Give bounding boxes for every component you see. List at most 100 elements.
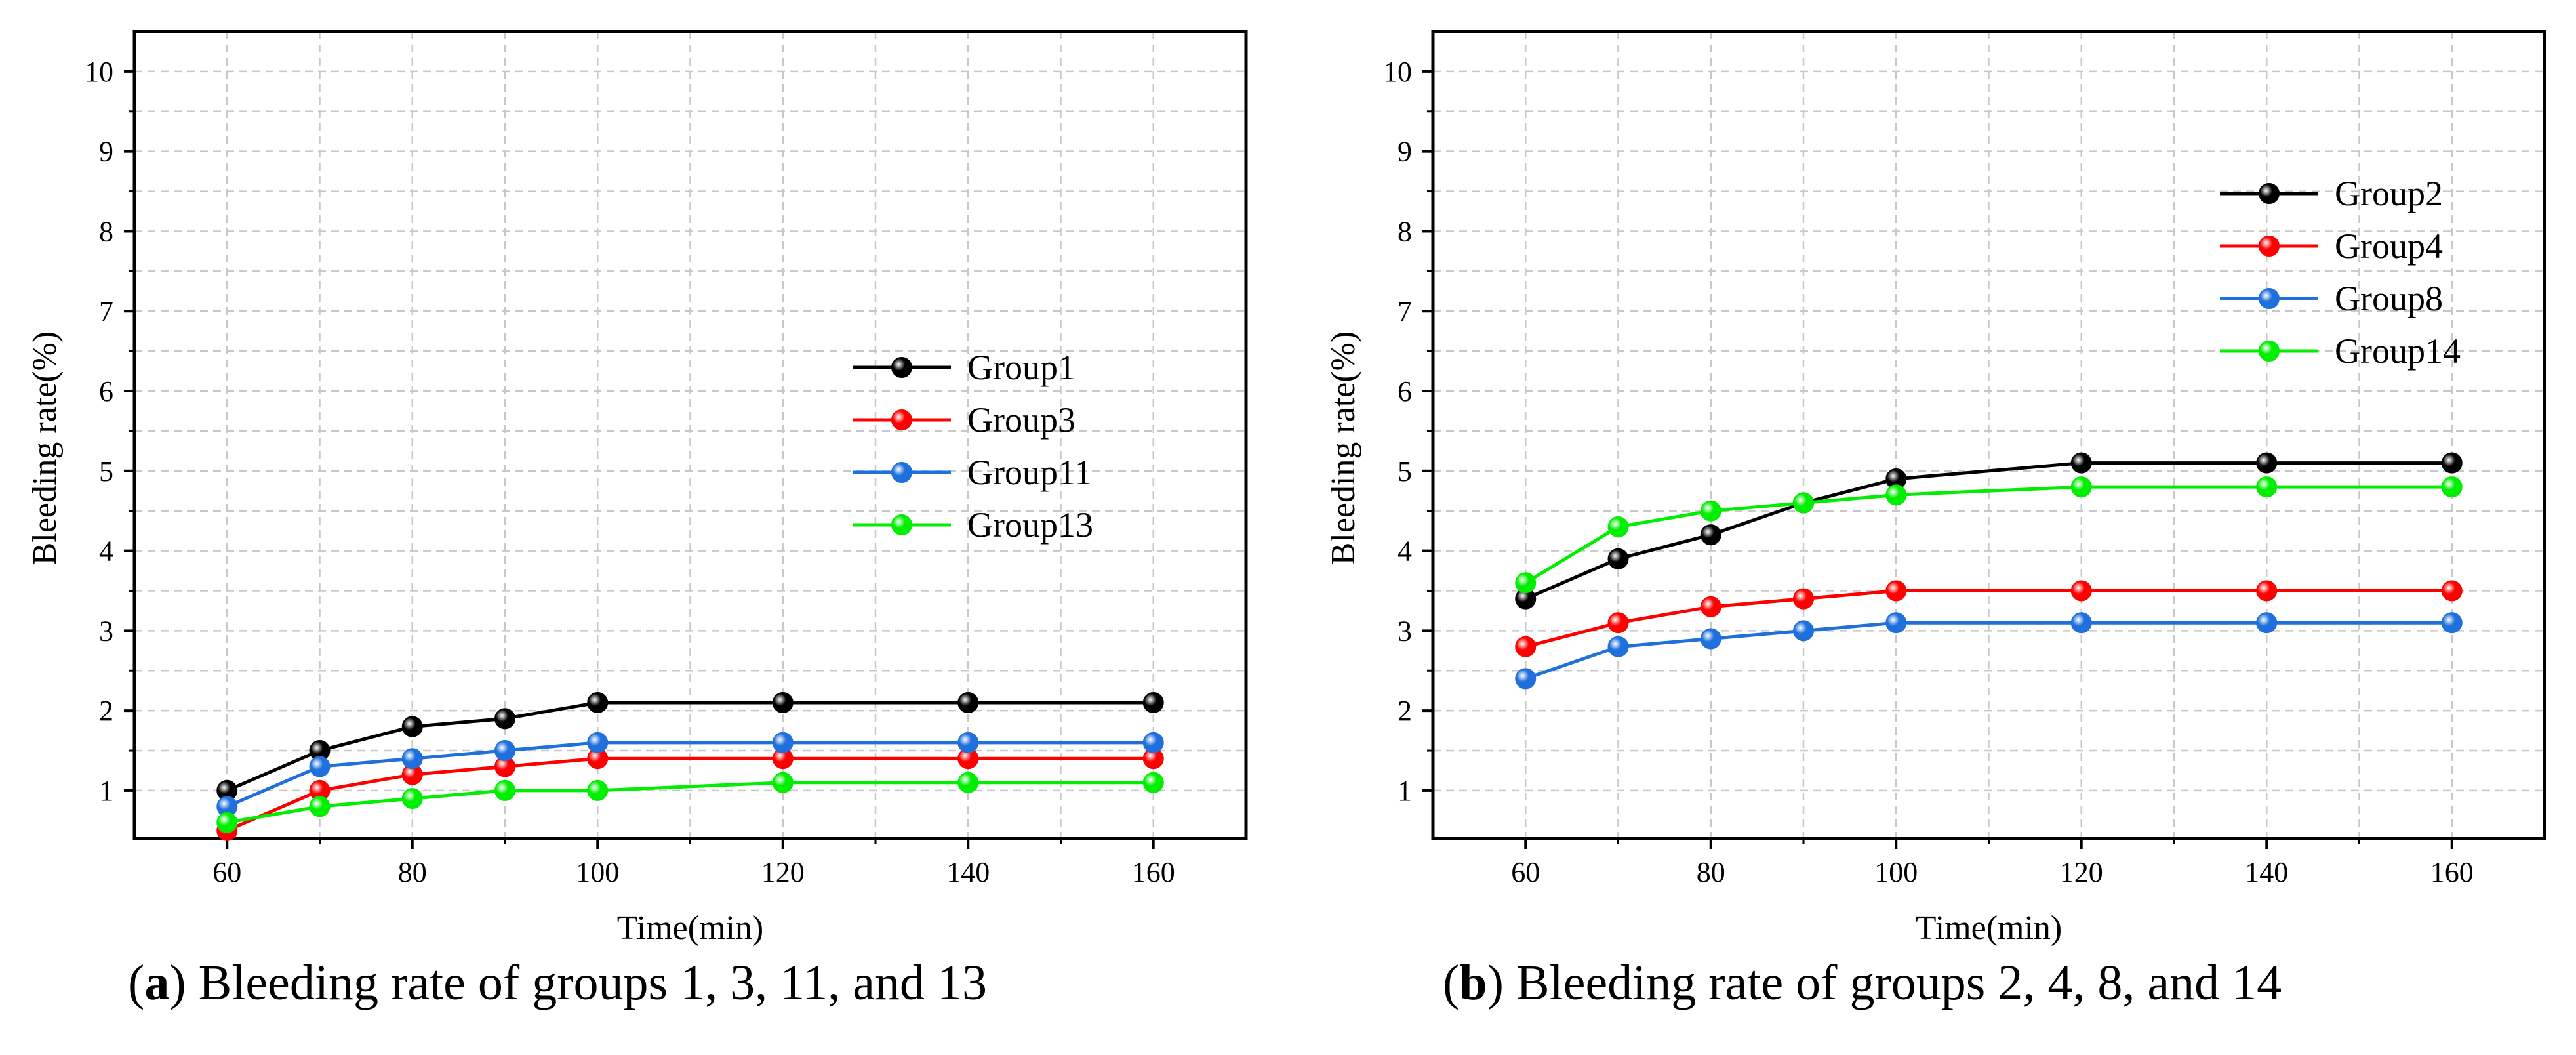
series-line-group1 [226, 701, 1154, 793]
y-tick-label-b: 10 [1383, 56, 1412, 88]
legend-label-group3: Group3 [967, 400, 1076, 440]
legend-marker-group11 [891, 462, 912, 483]
legend-marker-group3 [891, 409, 912, 430]
data-point-group14 [1885, 484, 1907, 506]
legend-label-group8: Group8 [2335, 279, 2443, 318]
x-tick-label-a: 80 [398, 856, 427, 888]
data-point-group14 [2441, 476, 2463, 498]
y-tick-label-a: 2 [99, 695, 113, 727]
series-line-group11 [226, 741, 1154, 808]
data-point-group1 [401, 716, 423, 737]
data-point-group11 [401, 748, 423, 770]
x-axis-label-b: Time(min) [1916, 909, 2062, 947]
x-tick-label-b: 60 [1511, 856, 1540, 888]
legend-marker-group13 [891, 514, 912, 535]
y-tick-label-a: 4 [99, 535, 113, 568]
x-tick-label-b: 80 [1697, 856, 1725, 888]
y-tick-label-b: 9 [1398, 136, 1412, 168]
caption-b-text: Bleeding rate of groups 2, 4, 8, and 14 [1503, 955, 2282, 1010]
legend-label-group14: Group14 [2335, 331, 2461, 371]
data-point-group2 [1607, 548, 1629, 569]
y-tick-label-b: 2 [1398, 695, 1412, 727]
data-point-group13 [216, 812, 238, 833]
legend-label-group2: Group2 [2335, 174, 2443, 213]
data-point-group13 [401, 788, 423, 810]
x-tick-label-a: 100 [576, 856, 619, 888]
y-tick-label-a: 3 [99, 615, 113, 647]
data-point-group13 [772, 772, 794, 793]
data-point-group14 [2070, 476, 2092, 498]
data-point-group14 [1607, 516, 1629, 538]
y-tick-label-a: 5 [99, 455, 113, 487]
data-point-group11 [587, 732, 609, 753]
series-line-group8 [1525, 621, 2452, 680]
legend-a: Group1 Group3 Group11 Group13 [853, 348, 1093, 545]
x-tick-label-a: 140 [946, 856, 990, 888]
data-point-group8 [1607, 636, 1629, 657]
data-point-group8 [2256, 612, 2278, 634]
data-point-group2 [1700, 524, 1721, 546]
data-point-group4 [2070, 580, 2092, 602]
series-line-group2 [1525, 461, 2452, 600]
series-group8 [1515, 612, 2463, 690]
y-tick-label-a: 9 [99, 136, 113, 168]
legend-label-group4: Group4 [2335, 226, 2443, 266]
x-tick-label-a: 160 [1132, 856, 1175, 888]
x-tick-label-b: 100 [1874, 856, 1918, 888]
data-point-group2 [2441, 452, 2463, 474]
legend-label-group11: Group11 [967, 453, 1092, 492]
series-group11 [216, 732, 1164, 817]
data-point-group11 [309, 756, 331, 777]
y-tick-label-b: 1 [1398, 775, 1412, 807]
data-point-group13 [494, 779, 515, 801]
legend-marker-group14 [2259, 341, 2280, 362]
data-point-group1 [772, 692, 794, 713]
data-point-group8 [1793, 620, 1814, 642]
data-point-group4 [1607, 612, 1629, 634]
y-tick-label-a: 6 [99, 375, 113, 407]
data-point-group8 [2441, 612, 2463, 634]
y-axis-label-a: Bleeding rate(%) [26, 331, 64, 566]
y-axis-label-b: Bleeding rate(%) [1325, 331, 1362, 566]
legend-marker-group4 [2259, 236, 2280, 257]
legend-marker-group8 [2259, 288, 2280, 309]
caption-b: (b) Bleeding rate of groups 2, 4, 8, and… [1443, 955, 2282, 1010]
x-tick-label-a: 60 [212, 856, 241, 888]
y-tick-label-b: 5 [1398, 455, 1412, 487]
data-point-group13 [1142, 772, 1164, 793]
y-tick-label-b: 7 [1398, 295, 1412, 327]
y-tick-label-b: 3 [1398, 615, 1412, 647]
x-tick-label-a: 120 [761, 856, 805, 888]
y-tick-label-b: 8 [1398, 215, 1412, 247]
data-point-group11 [957, 732, 979, 753]
data-point-group8 [1700, 628, 1721, 650]
y-tick-label-a: 1 [99, 775, 113, 807]
legend-label-group1: Group1 [967, 348, 1076, 387]
series-line-group13 [226, 781, 1154, 825]
data-point-group11 [772, 732, 794, 753]
legend-b: Group2 Group4 Group8 Group14 [2220, 174, 2461, 371]
x-tick-label-b: 120 [2060, 856, 2103, 888]
panel-b: 60 80 100 120 140 160 1 2 3 4 5 6 7 8 9 10 Time(min) Blee… [1325, 30, 2546, 947]
data-point-group11 [1142, 732, 1164, 753]
data-point-group4 [1515, 636, 1537, 657]
series-line-group4 [1525, 589, 2452, 649]
data-point-group14 [1793, 492, 1814, 514]
x-tick-label-b: 160 [2430, 856, 2474, 888]
caption-b-letter: b [1459, 955, 1487, 1010]
data-point-group14 [1700, 500, 1721, 522]
data-point-group13 [587, 779, 609, 801]
data-point-group14 [2256, 476, 2278, 498]
data-point-group1 [587, 692, 609, 713]
legend-marker-group1 [891, 357, 912, 378]
data-point-group13 [957, 772, 979, 793]
legend-marker-group2 [2259, 183, 2280, 204]
caption-a-text: Bleeding rate of groups 1, 3, 11, and 13 [186, 955, 988, 1010]
data-point-group4 [1700, 596, 1721, 617]
y-tick-label-a: 8 [99, 215, 113, 247]
series-group14 [1515, 476, 2463, 594]
data-point-group13 [309, 796, 331, 817]
data-point-group1 [1142, 692, 1164, 713]
data-point-group1 [494, 708, 515, 730]
